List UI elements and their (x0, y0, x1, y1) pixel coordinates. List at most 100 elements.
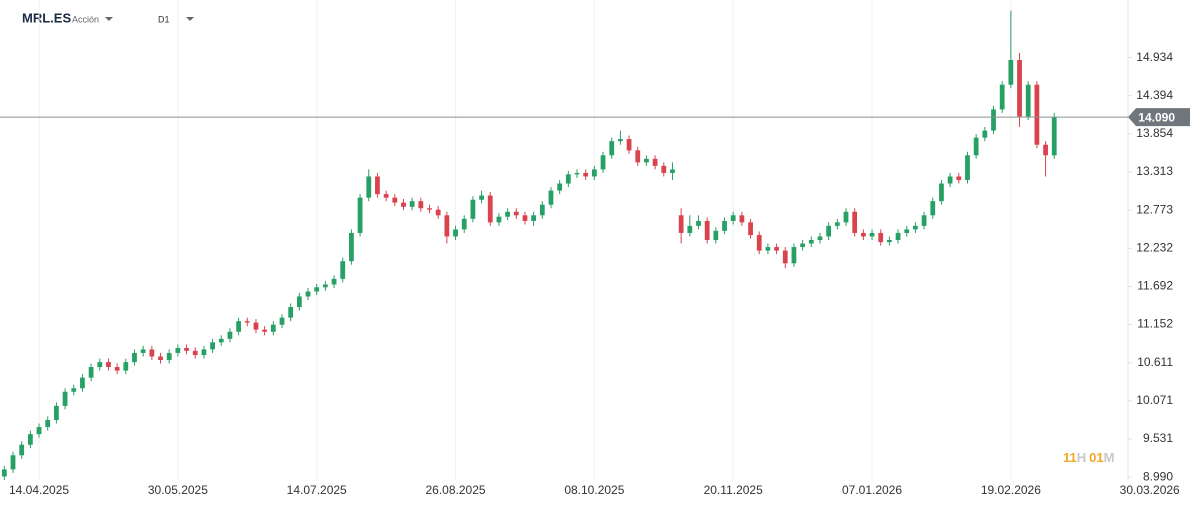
candle-body (904, 229, 910, 233)
candle-body (982, 130, 988, 138)
candle-body (322, 284, 328, 288)
y-tick-label: 10.611 (1137, 355, 1173, 369)
candle-body (97, 362, 103, 368)
candle-body (670, 169, 675, 173)
candle-body (930, 201, 936, 216)
candle-body (279, 317, 285, 325)
candle-body (27, 434, 33, 445)
candle-body (921, 215, 927, 226)
candle-body (210, 342, 215, 350)
candle-body (913, 225, 918, 230)
candle-body (678, 215, 684, 233)
candle-body (288, 307, 294, 318)
candle-body (383, 194, 389, 198)
candle-body (548, 190, 554, 205)
candle-body (1034, 84, 1040, 145)
candle-body (765, 247, 771, 251)
candle-body (270, 324, 276, 332)
candle-body (427, 208, 432, 210)
candle-body (1025, 84, 1031, 117)
x-tick-label: 14.07.2025 (287, 483, 347, 497)
candle-body (591, 169, 597, 177)
countdown-hours: 11 (1063, 450, 1077, 465)
asset-type: Acción (72, 14, 99, 24)
candle-body (470, 199, 476, 219)
candle-body (253, 322, 259, 330)
candle-body (175, 348, 181, 353)
candle-body (609, 141, 615, 156)
candle-body (852, 211, 858, 233)
plot-area (1, 0, 1057, 480)
candle-body (106, 362, 111, 368)
candle-body (19, 444, 25, 456)
candle-body (704, 220, 710, 240)
candle-body (886, 240, 892, 243)
candle-body (1043, 144, 1048, 156)
dropdown-arrow[interactable] (186, 17, 194, 21)
candle-body (843, 211, 849, 223)
symbol[interactable]: MRL.ES (22, 10, 71, 25)
candle-body (557, 183, 563, 191)
candle-body (10, 455, 16, 470)
candle-body (392, 197, 398, 203)
candle-body (834, 222, 840, 226)
candle-body (418, 201, 424, 209)
candle-body (635, 150, 641, 163)
candle-body (895, 232, 901, 240)
candle-body (808, 240, 814, 244)
candle-body (236, 321, 242, 332)
candle-body (158, 356, 163, 360)
candle-body (227, 331, 233, 339)
candle-body (956, 176, 962, 180)
candle-body (730, 215, 736, 221)
y-tick-label: 11.152 (1137, 317, 1173, 331)
candle-body (826, 225, 832, 237)
dropdown-arrow[interactable] (105, 17, 113, 21)
candle-body (618, 139, 623, 142)
candle-body (479, 195, 484, 200)
candle-body (505, 211, 510, 217)
candle-body (62, 391, 68, 406)
candle-body (357, 197, 363, 233)
x-tick-label: 26.08.2025 (426, 483, 486, 497)
candle-body (748, 222, 753, 236)
timeframe[interactable]: D1 (158, 14, 170, 24)
candle-body (565, 174, 571, 184)
candle-body (461, 218, 467, 230)
candle-body (687, 225, 693, 233)
candle-body (973, 137, 979, 156)
candle-body (626, 139, 632, 151)
candle-body (782, 250, 788, 264)
y-tick-label: 12.773 (1136, 202, 1173, 216)
candle-body (401, 202, 406, 207)
candle-body (696, 220, 701, 226)
candle-body (496, 216, 502, 223)
candle-body (192, 350, 198, 356)
candle-body (531, 215, 537, 221)
candle-body (132, 352, 137, 363)
y-tick-label: 10.071 (1136, 393, 1173, 407)
candle-body (366, 176, 372, 198)
candle-body (296, 296, 302, 308)
candle-body (722, 220, 727, 231)
candle-body (739, 215, 745, 223)
x-tick-label: 08.10.2025 (564, 483, 624, 497)
candle-body (71, 388, 77, 392)
candle-body (80, 377, 85, 389)
candle-body (444, 215, 450, 237)
candle-body (991, 109, 996, 131)
y-tick-label: 11.692 (1137, 279, 1173, 293)
candle-body (218, 338, 224, 343)
x-tick-label: 30.05.2025 (148, 483, 208, 497)
candle-body (869, 232, 875, 237)
candle-body (123, 362, 129, 371)
y-tick-label: 14.934 (1136, 50, 1173, 64)
candle-body (652, 158, 658, 166)
candle-body (184, 348, 189, 351)
candle-body (878, 232, 884, 243)
candle-body (45, 420, 51, 428)
candle-body (340, 261, 346, 279)
candle-body (860, 232, 866, 237)
last-price-tag (1128, 108, 1190, 127)
